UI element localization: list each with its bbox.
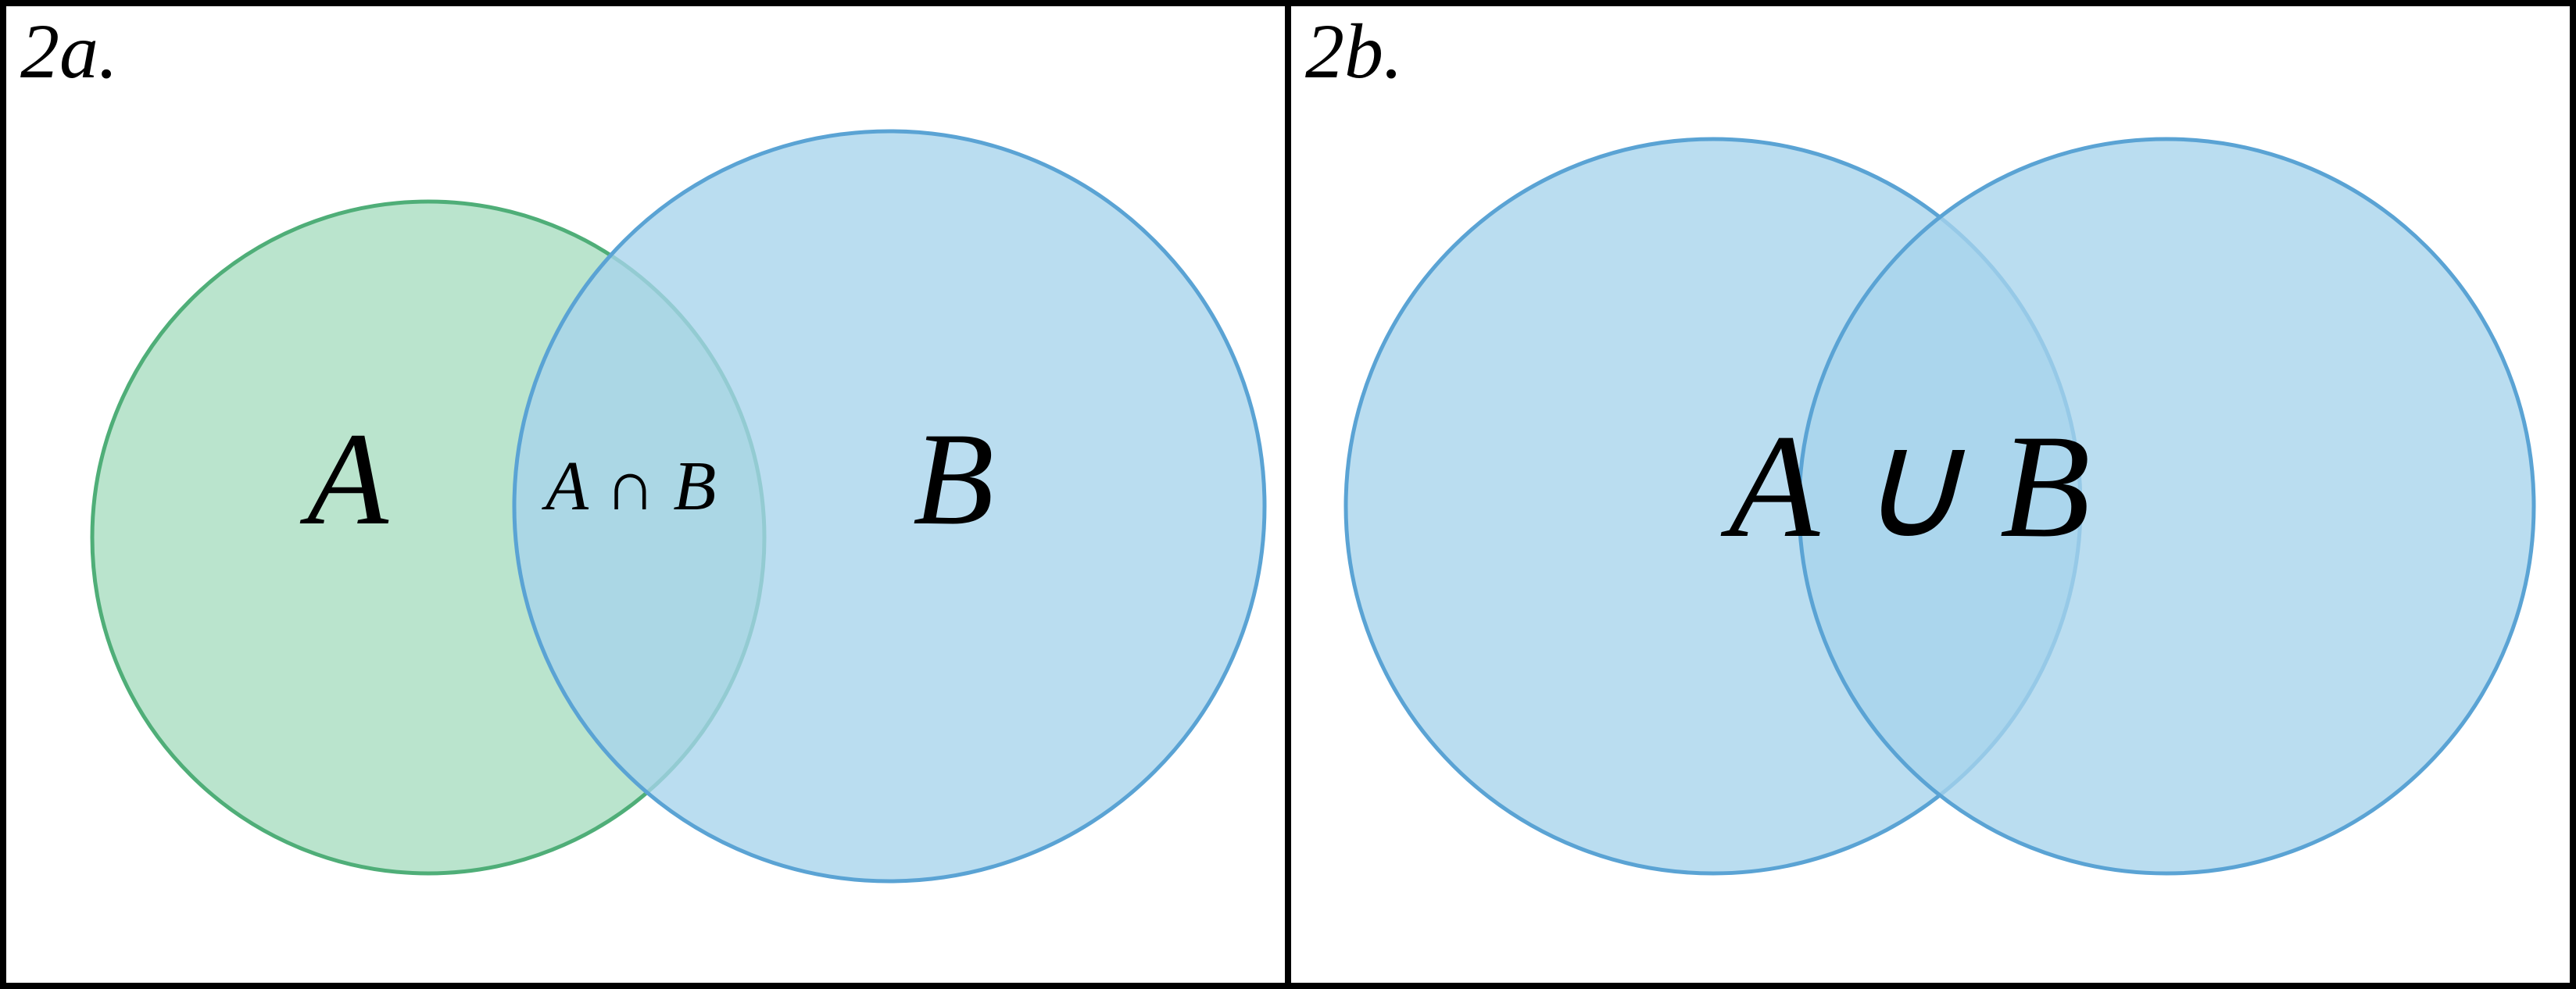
- set-a-label: A: [307, 412, 388, 545]
- venn-2b: A ∪ B: [1291, 6, 2570, 983]
- intersection-label: A ∩ B: [546, 452, 716, 522]
- union-label: A ∪ B: [1729, 412, 2091, 561]
- panel-2a: 2a. A B A ∩ B: [6, 6, 1291, 983]
- set-b-label: B: [913, 412, 994, 545]
- figure-container: 2a. A B A ∩ B 2b. A ∪ B: [0, 0, 2576, 989]
- panel-2b: 2b. A ∪ B: [1291, 6, 2570, 983]
- venn-2a: A B A ∩ B: [6, 6, 1285, 983]
